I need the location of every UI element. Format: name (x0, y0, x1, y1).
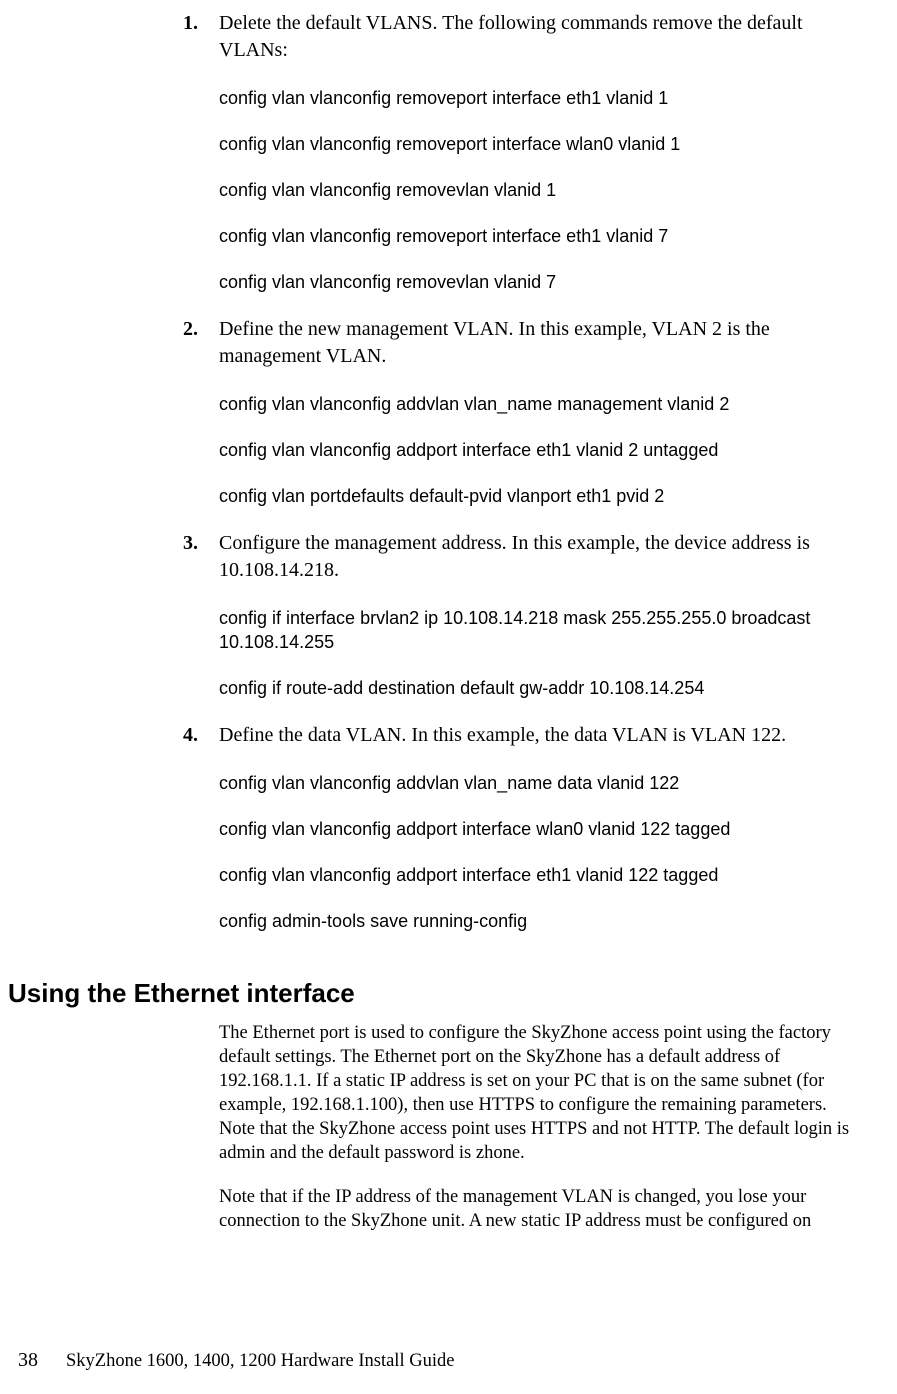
command-line: config vlan vlanconfig addvlan vlan_name… (219, 392, 857, 416)
section-paragraph-1: The Ethernet port is used to configure t… (219, 1021, 859, 1165)
step-number: 4. (183, 722, 219, 749)
step-head: 3. Configure the management address. In … (183, 530, 897, 584)
command-line: config vlan vlanconfig removevlan vlanid… (219, 270, 857, 294)
command-line: config vlan vlanconfig addport interface… (219, 817, 857, 841)
command-line: config vlan vlanconfig removeport interf… (219, 86, 857, 110)
step-1-commands: config vlan vlanconfig removeport interf… (219, 86, 897, 294)
step-3: 3. Configure the management address. In … (183, 530, 897, 700)
step-4-commands: config vlan vlanconfig addvlan vlan_name… (219, 771, 897, 933)
command-line: config vlan vlanconfig removevlan vlanid… (219, 178, 857, 202)
command-line: config vlan vlanconfig addport interface… (219, 438, 857, 462)
command-line: config vlan vlanconfig addport interface… (219, 863, 857, 887)
command-line: config if route-add destination default … (219, 676, 857, 700)
step-head: 1. Delete the default VLANS. The followi… (183, 10, 897, 64)
page: 1. Delete the default VLANS. The followi… (0, 0, 897, 1394)
step-number: 2. (183, 316, 219, 370)
step-1: 1. Delete the default VLANS. The followi… (183, 10, 897, 294)
step-text: Configure the management address. In thi… (219, 530, 897, 584)
step-number: 1. (183, 10, 219, 64)
command-line: config vlan vlanconfig addvlan vlan_name… (219, 771, 857, 795)
command-line: config vlan portdefaults default-pvid vl… (219, 484, 857, 508)
step-2: 2. Define the new management VLAN. In th… (183, 316, 897, 508)
step-text: Define the data VLAN. In this example, t… (219, 722, 897, 749)
step-3-commands: config if interface brvlan2 ip 10.108.14… (219, 606, 897, 700)
step-text: Delete the default VLANS. The following … (219, 10, 897, 64)
step-4: 4. Define the data VLAN. In this example… (183, 722, 897, 933)
step-2-commands: config vlan vlanconfig addvlan vlan_name… (219, 392, 897, 508)
page-footer: 38 SkyZhone 1600, 1400, 1200 Hardware In… (18, 1349, 454, 1372)
step-head: 2. Define the new management VLAN. In th… (183, 316, 897, 370)
step-number: 3. (183, 530, 219, 584)
step-text: Define the new management VLAN. In this … (219, 316, 897, 370)
command-line: config if interface brvlan2 ip 10.108.14… (219, 606, 857, 654)
command-line: config vlan vlanconfig removeport interf… (219, 132, 857, 156)
command-line: config vlan vlanconfig removeport interf… (219, 224, 857, 248)
section-title: Using the Ethernet interface (8, 978, 897, 1009)
section-paragraph-2: Note that if the IP address of the manag… (219, 1185, 859, 1233)
command-line: config admin-tools save running-config (219, 909, 857, 933)
footer-title: SkyZhone 1600, 1400, 1200 Hardware Insta… (66, 1351, 454, 1372)
step-head: 4. Define the data VLAN. In this example… (183, 722, 897, 749)
page-number: 38 (18, 1349, 38, 1372)
content-area: 1. Delete the default VLANS. The followi… (0, 0, 897, 1233)
